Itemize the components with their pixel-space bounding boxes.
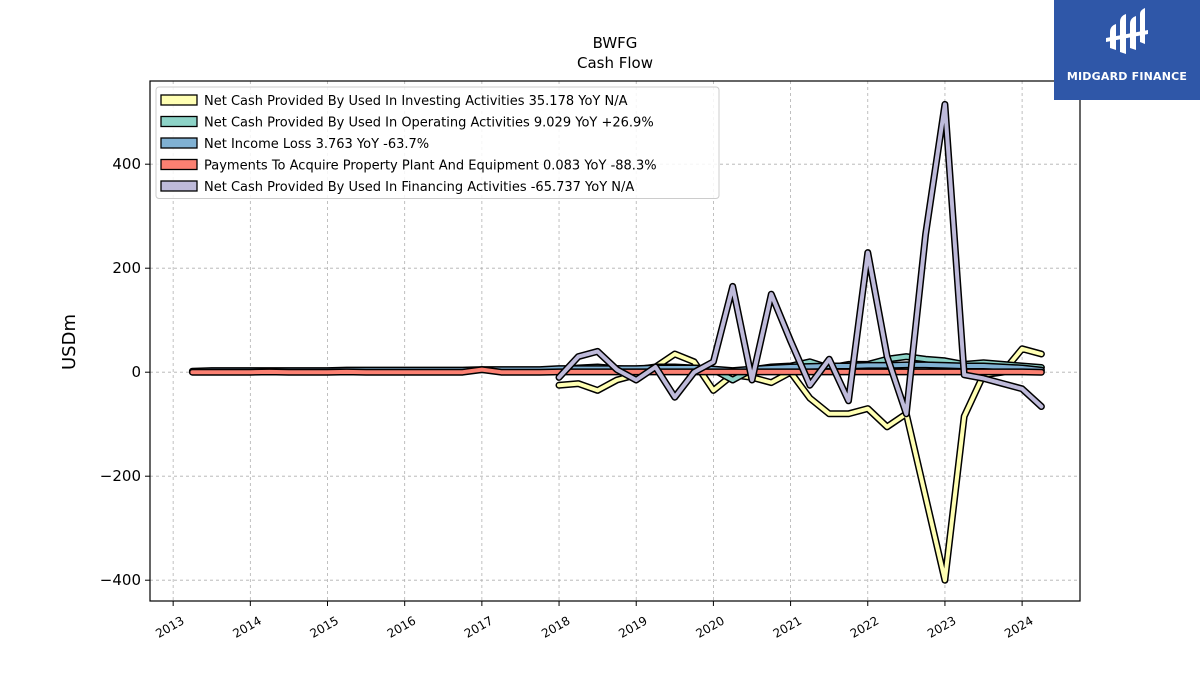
legend-entry: Net Income Loss 3.763 YoY -63.7% (204, 137, 429, 152)
y-axis-label: USDm (59, 314, 80, 370)
grid-lines (150, 81, 1080, 601)
series-lines (188, 100, 1045, 584)
x-tick-label: 2018 (539, 613, 572, 640)
legend-swatch (160, 158, 198, 171)
x-tick-label: 2024 (1002, 613, 1035, 640)
chart-title: BWFG (593, 34, 638, 52)
legend-swatch (160, 137, 198, 149)
brand-logo: MIDGARD FINANCE (1054, 0, 1200, 100)
legend-swatch (160, 94, 198, 106)
legend-swatch (160, 180, 198, 192)
legend-entry: Net Cash Provided By Used In Investing A… (204, 94, 628, 109)
y-tick-label: 200 (112, 259, 141, 277)
legend-entry: Payments To Acquire Property Plant And E… (204, 159, 657, 174)
x-tick-label: 2015 (308, 613, 341, 640)
y-tick-label: 0 (131, 363, 141, 381)
x-tick-label: 2014 (230, 613, 263, 640)
y-tick-label: −400 (100, 571, 141, 589)
legend-entry: Net Cash Provided By Used In Operating A… (204, 116, 654, 131)
x-tick-label: 2021 (771, 613, 804, 640)
legend-swatch (160, 115, 198, 128)
x-tick-label: 2019 (616, 613, 649, 640)
brand-mark-icon (1106, 8, 1148, 54)
x-tick-label: 2022 (848, 613, 881, 640)
series-line (557, 346, 1044, 583)
legend-entry: Net Cash Provided By Used In Financing A… (204, 180, 634, 195)
x-tick-label: 2017 (462, 613, 495, 640)
axis-ticks: −400 −200 0 200 400 2013 2014 2015 2016 2017 2018 2… (100, 155, 1036, 641)
x-tick-label: 2013 (153, 613, 186, 640)
chart-subtitle: Cash Flow (577, 54, 653, 72)
y-tick-label: −200 (100, 467, 141, 485)
x-tick-label: 2023 (925, 613, 958, 640)
brand-name: MIDGARD FINANCE (1066, 70, 1188, 83)
y-tick-label: 400 (112, 155, 141, 173)
legend: Net Cash Provided By Used In Investing A… (155, 86, 720, 199)
plot-frame (149, 80, 1081, 602)
x-tick-label: 2020 (693, 613, 726, 640)
x-tick-label: 2016 (385, 613, 418, 640)
legend-box (155, 86, 720, 199)
series-line (557, 102, 1044, 416)
